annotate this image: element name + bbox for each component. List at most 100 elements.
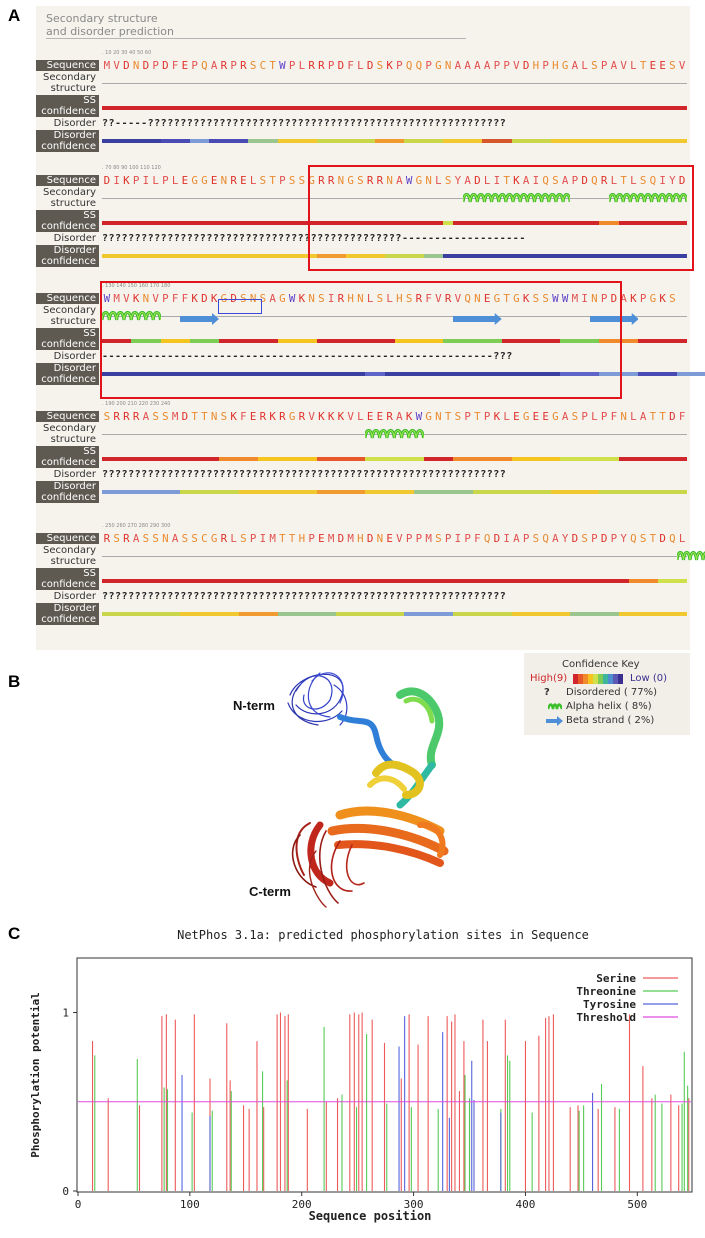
ss-confidence-segment — [657, 579, 687, 583]
label-sequence: Sequence — [36, 293, 99, 304]
disorder-confidence-segment — [404, 612, 453, 616]
ss-confidence-segment — [628, 579, 658, 583]
disorder-confidence-segment — [248, 139, 278, 143]
disorder-confidence-segment — [453, 612, 512, 616]
ss-confidence-segment — [560, 457, 619, 461]
ss-confidence-segment — [394, 339, 444, 343]
legend-label-threonine: Threonine — [576, 985, 636, 998]
disorder-confidence-segment — [160, 139, 190, 143]
key-scale-swatch — [613, 674, 618, 684]
disorder-symbols: ????????????????????????????????????????… — [102, 591, 507, 602]
label-secondary-structure: Secondary structure — [43, 187, 96, 209]
highlight-box-region-1 — [308, 165, 694, 271]
ss-confidence-segment — [219, 457, 258, 461]
key-scale-swatch — [593, 674, 598, 684]
disorder-confidence-segment — [550, 490, 600, 494]
disorder-confidence-segment — [277, 612, 336, 616]
disorder-confidence-segment — [316, 490, 366, 494]
alpha-helix-icon — [100, 308, 162, 327]
ss-confidence-segment — [258, 457, 317, 461]
disorder-confidence-segment — [180, 490, 239, 494]
ss-confidence-segment — [599, 339, 639, 343]
legend-label-threshold: Threshold — [576, 1011, 636, 1024]
disorder-confidence-segment — [238, 490, 317, 494]
disorder-confidence-segment — [102, 612, 180, 616]
label-ss-confidence: SS confidence — [36, 95, 99, 117]
alpha-helix-icon — [675, 548, 705, 567]
label-sequence: Sequence — [36, 175, 99, 186]
highlight-box-region-2 — [100, 281, 622, 399]
legend-label-serine: Serine — [596, 972, 636, 985]
disorder-symbols: ????????????????????????????????????????… — [102, 233, 526, 244]
alpha-helix-icon — [461, 190, 572, 209]
secondary-structure-track — [102, 316, 687, 317]
disorder-confidence-segment — [238, 612, 278, 616]
secondary-structure-panel: Secondary structure and disorder predict… — [36, 6, 705, 650]
alpha-helix-icon — [607, 190, 689, 209]
legend-label-tyrosine: Tyrosine — [583, 998, 636, 1011]
x-tick-label: 400 — [516, 1198, 536, 1211]
label-ss-confidence: SS confidence — [36, 210, 99, 232]
key-scale-swatch — [598, 674, 603, 684]
label-disorder-confidence: Disorder confidence — [36, 481, 99, 503]
disorder-confidence-segment — [102, 490, 180, 494]
disorder-confidence-segment — [570, 612, 619, 616]
disorder-confidence-segment — [550, 139, 600, 143]
header-line-2: and disorder prediction — [46, 25, 174, 38]
disorder-symbols: ??-----?????????????????????????????????… — [102, 118, 507, 129]
disorder-confidence-segment — [423, 254, 444, 258]
ss-confidence-segment — [102, 339, 132, 343]
label-disorder-confidence: Disorder confidence — [36, 603, 99, 625]
ss-confidence-segment — [501, 339, 561, 343]
key-scale-swatch — [588, 674, 593, 684]
disordered-symbol: ? — [544, 687, 550, 698]
motif-box-gdsns — [218, 299, 262, 314]
ss-confidence-segment — [443, 339, 502, 343]
helix-icon — [546, 703, 564, 714]
disorder-confidence-segment — [102, 139, 161, 143]
label-disorder: Disorder — [53, 591, 96, 602]
beta-strand-icon — [453, 310, 502, 329]
ss-confidence-segment — [102, 579, 629, 583]
ss-confidence-segment — [453, 457, 512, 461]
x-tick-label: 100 — [180, 1198, 200, 1211]
ss-confidence-segment — [102, 106, 687, 110]
key-scale-swatch — [608, 674, 613, 684]
disorder-confidence-segment — [599, 139, 687, 143]
ss-confidence-segment — [599, 221, 619, 225]
disorder-confidence-segment — [277, 139, 317, 143]
key-strand: Beta strand ( 2%) — [566, 715, 655, 726]
key-scale-swatch — [573, 674, 578, 684]
ss-confidence-segment — [160, 339, 190, 343]
ss-confidence-segment — [453, 221, 600, 225]
position-ruler: . 130 140 150 160 170 180 — [102, 283, 171, 289]
panel-label-b: B — [8, 672, 21, 691]
disorder-confidence-segment — [375, 139, 405, 143]
disorder-symbols: ????????????????????????????????????????… — [102, 469, 507, 480]
y-tick-label: 0 — [62, 1185, 69, 1198]
ss-confidence-segment — [423, 457, 453, 461]
disorder-confidence-segment — [599, 372, 639, 376]
secondary-structure-track — [102, 556, 687, 557]
disorder-confidence-segment — [189, 139, 210, 143]
x-tick-label: 0 — [75, 1198, 82, 1211]
label-disorder: Disorder — [53, 233, 96, 244]
panel-label-c: C — [8, 924, 21, 943]
disorder-confidence-segment — [472, 490, 551, 494]
key-color-scale — [573, 674, 623, 684]
label-sequence: Sequence — [36, 60, 99, 71]
key-title: Confidence Key — [562, 659, 640, 670]
secondary-structure-track — [102, 198, 687, 199]
label-ss-confidence: SS confidence — [36, 328, 99, 350]
label-secondary-structure: Secondary structure — [43, 545, 96, 567]
beta-strand-icon — [180, 310, 219, 329]
panel-label-a: A — [8, 6, 21, 25]
label-ss-confidence: SS confidence — [36, 568, 99, 590]
position-ruler: . 70 80 90 100 110 120 — [102, 165, 161, 171]
key-low-label: Low (0) — [630, 673, 668, 684]
strand-arrow-icon — [546, 716, 564, 729]
disorder-confidence-segment — [336, 612, 405, 616]
phosphorylation-chart: NetPhos 3.1a: predicted phosphorylation … — [29, 928, 693, 1223]
ss-confidence-segment — [316, 457, 366, 461]
